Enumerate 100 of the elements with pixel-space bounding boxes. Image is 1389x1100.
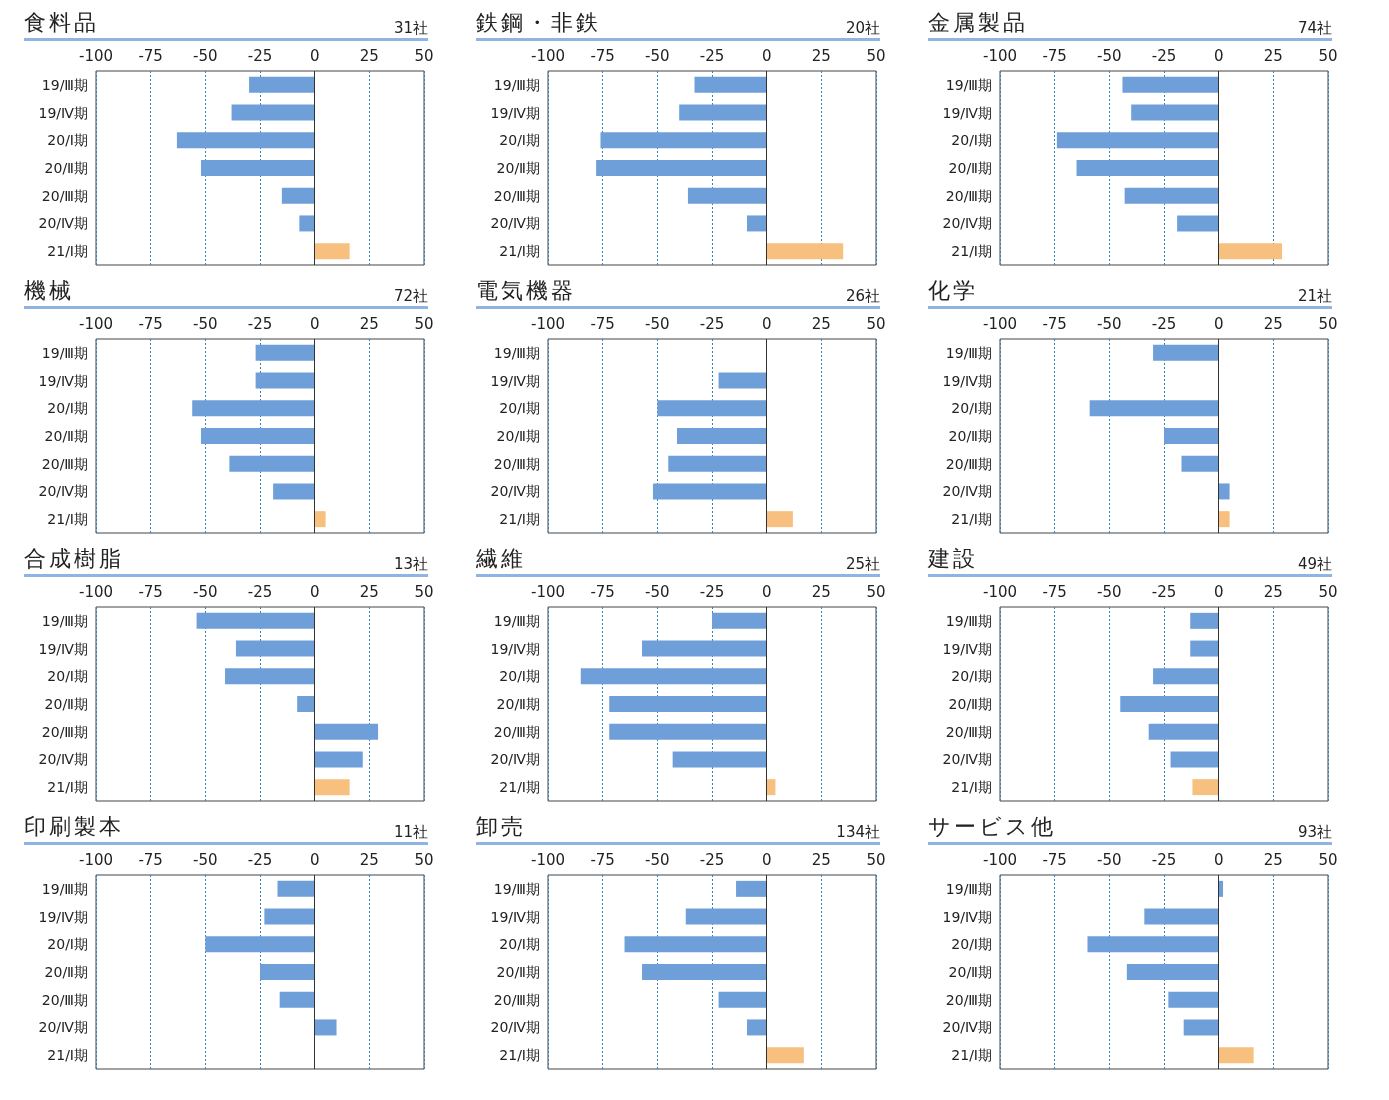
y-tick-label: 20/Ⅲ期 xyxy=(945,723,992,740)
y-tick-label: 20/Ⅰ期 xyxy=(951,132,992,149)
x-tick-label: 50 xyxy=(866,582,886,601)
x-tick-label: -25 xyxy=(247,582,273,601)
y-tick-label: 21/Ⅰ期 xyxy=(499,511,540,528)
x-tick-label: 25 xyxy=(1263,46,1283,65)
y-tick-label: 20/Ⅱ期 xyxy=(496,160,540,176)
x-tick-label: 50 xyxy=(414,314,434,333)
y-tick-label: 19/Ⅲ期 xyxy=(945,880,992,897)
y-tick-label: 20/Ⅰ期 xyxy=(499,668,540,685)
x-tick-label: -50 xyxy=(645,46,670,65)
y-tick-label: 20/Ⅲ期 xyxy=(41,991,88,1008)
y-tick-label: 20/Ⅰ期 xyxy=(499,936,540,953)
y-tick-label: 21/Ⅰ期 xyxy=(951,1047,992,1064)
x-tick-label: 25 xyxy=(1263,582,1283,601)
x-tick-label: -25 xyxy=(247,314,273,333)
x-tick-label: 50 xyxy=(414,582,434,601)
chart-title: 食料品 xyxy=(24,9,99,37)
bar xyxy=(314,779,350,796)
chart-subtitle: 21社 xyxy=(1297,287,1332,306)
x-tick-label: -75 xyxy=(1042,582,1067,601)
x-tick-label: -25 xyxy=(1151,46,1177,65)
y-tick-label: 19/Ⅲ期 xyxy=(945,344,992,361)
x-tick-label: -25 xyxy=(1151,582,1177,601)
bar xyxy=(225,668,315,685)
x-tick-label: -50 xyxy=(1097,314,1122,333)
y-tick-label: 21/Ⅰ期 xyxy=(47,779,88,796)
y-tick-label: 20/Ⅰ期 xyxy=(499,400,540,417)
y-tick-label: 20/Ⅲ期 xyxy=(945,991,992,1008)
x-tick-label: 25 xyxy=(359,46,379,65)
x-tick-label: -75 xyxy=(590,314,615,333)
bar xyxy=(1087,936,1219,953)
y-tick-label: 20/Ⅳ期 xyxy=(38,751,88,768)
x-tick-label: -100 xyxy=(78,46,114,65)
bar xyxy=(1168,991,1219,1008)
y-tick-label: 19/Ⅲ期 xyxy=(41,76,88,93)
x-tick-label: -75 xyxy=(590,850,615,869)
y-tick-label: 20/Ⅲ期 xyxy=(41,187,88,204)
bar xyxy=(314,723,379,740)
x-tick-label: -75 xyxy=(590,46,615,65)
y-tick-label: 21/Ⅰ期 xyxy=(499,243,540,260)
x-tick-label: -100 xyxy=(78,582,114,601)
x-tick-label: 50 xyxy=(866,314,886,333)
x-tick-label: 25 xyxy=(811,582,831,601)
y-tick-label: 20/Ⅰ期 xyxy=(47,132,88,149)
bar xyxy=(1126,964,1219,980)
bar xyxy=(1144,908,1219,925)
chart-subtitle: 13社 xyxy=(393,555,428,574)
y-tick-label: 20/Ⅱ期 xyxy=(948,428,992,444)
x-tick-label: -25 xyxy=(699,46,725,65)
x-tick-label: -100 xyxy=(982,46,1018,65)
x-tick-label: -100 xyxy=(982,850,1018,869)
y-tick-label: 21/Ⅰ期 xyxy=(951,511,992,528)
y-tick-label: 20/Ⅰ期 xyxy=(951,936,992,953)
y-tick-label: 19/Ⅳ期 xyxy=(942,372,992,389)
x-tick-label: 0 xyxy=(309,850,320,869)
x-tick-label: -25 xyxy=(247,46,273,65)
chart-subtitle: 72社 xyxy=(393,287,428,306)
y-tick-label: 20/Ⅱ期 xyxy=(948,160,992,176)
x-tick-label: -100 xyxy=(982,582,1018,601)
x-tick-label: 50 xyxy=(414,46,434,65)
x-tick-label: 0 xyxy=(761,314,772,333)
x-tick-label: 25 xyxy=(359,314,379,333)
x-tick-label: 50 xyxy=(1318,46,1338,65)
y-tick-label: 19/Ⅳ期 xyxy=(38,640,88,657)
y-tick-label: 20/Ⅳ期 xyxy=(38,483,88,500)
y-tick-label: 21/Ⅰ期 xyxy=(47,243,88,260)
chart-title: 合成樹脂 xyxy=(24,545,124,573)
y-tick-label: 20/Ⅱ期 xyxy=(44,964,88,980)
chart-title: 印刷製本 xyxy=(24,813,124,841)
x-tick-label: -100 xyxy=(530,46,566,65)
x-tick-label: 25 xyxy=(1263,314,1283,333)
x-tick-label: -50 xyxy=(645,850,670,869)
y-tick-label: 19/Ⅳ期 xyxy=(490,908,540,925)
x-tick-label: -75 xyxy=(138,46,163,65)
chart-title: サービス他 xyxy=(928,813,1056,841)
y-tick-label: 19/Ⅳ期 xyxy=(490,372,540,389)
chart-title: 金属製品 xyxy=(928,9,1028,37)
y-tick-label: 20/Ⅳ期 xyxy=(490,751,540,768)
y-tick-label: 20/Ⅱ期 xyxy=(948,696,992,712)
y-tick-label: 20/Ⅳ期 xyxy=(38,215,88,232)
x-tick-label: -50 xyxy=(193,46,218,65)
y-tick-label: 20/Ⅱ期 xyxy=(496,964,540,980)
x-tick-label: 0 xyxy=(309,314,320,333)
y-tick-label: 20/Ⅲ期 xyxy=(41,455,88,472)
y-tick-label: 19/Ⅲ期 xyxy=(493,880,540,897)
x-tick-label: 0 xyxy=(309,582,320,601)
bar xyxy=(297,696,315,712)
y-tick-label: 20/Ⅲ期 xyxy=(945,455,992,472)
x-tick-label: -25 xyxy=(699,314,725,333)
x-tick-label: 0 xyxy=(761,46,772,65)
y-tick-label: 19/Ⅳ期 xyxy=(490,640,540,657)
y-tick-label: 20/Ⅲ期 xyxy=(493,187,540,204)
y-tick-label: 20/Ⅰ期 xyxy=(499,132,540,149)
x-tick-label: 25 xyxy=(811,314,831,333)
x-tick-label: -50 xyxy=(193,582,218,601)
chart-title: 電気機器 xyxy=(476,277,576,305)
x-tick-label: 0 xyxy=(309,46,320,65)
y-tick-label: 21/Ⅰ期 xyxy=(47,1047,88,1064)
x-tick-label: -50 xyxy=(1097,46,1122,65)
